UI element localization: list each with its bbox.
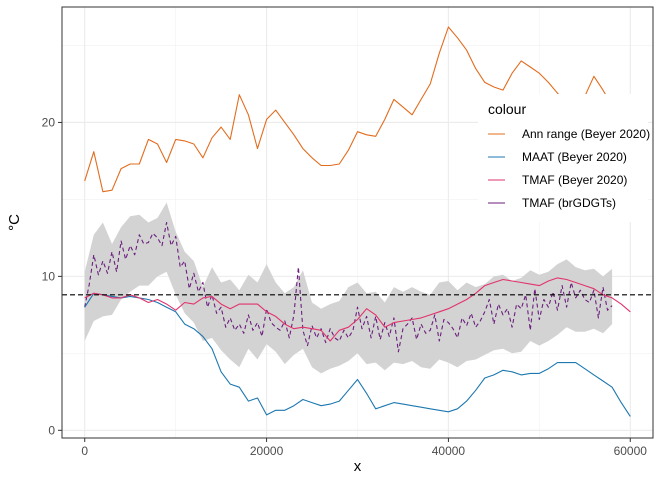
legend-item-label: TMAF (brGDGTs) [522, 196, 616, 210]
x-tick-label: 20000 [250, 444, 284, 458]
series-line-ann-range-beyer-2020 [84, 26, 631, 193]
series-line-tmaf-beyer-2020 [84, 277, 631, 342]
legend-item-label: Ann range (Beyer 2020) [522, 127, 650, 141]
ribbon-layer [84, 202, 613, 374]
grid-major [62, 7, 653, 438]
legend-title: colour [488, 101, 526, 117]
y-tick-label: 0 [48, 423, 55, 437]
legend: colour Ann range (Beyer 2020) MAAT (Beyer… [478, 94, 650, 222]
confidence-ribbon [84, 202, 613, 374]
y-tick-label: 10 [42, 269, 56, 283]
series-line-tmaf-brgdgts [84, 221, 613, 353]
x-tick-label: 60000 [614, 444, 648, 458]
legend-item-label: MAAT (Beyer 2020) [522, 150, 627, 164]
x-tick-label: 40000 [432, 444, 466, 458]
legend-items: Ann range (Beyer 2020) MAAT (Beyer 2020) T… [488, 127, 650, 210]
legend-background [478, 94, 648, 222]
y-axis-ticks: 0 10 20 [42, 115, 62, 437]
series-layer [84, 26, 631, 417]
y-axis-title: °C [6, 214, 23, 231]
plot-panel-border [61, 6, 654, 439]
x-axis-ticks: 0 20000 40000 60000 [81, 438, 647, 458]
y-tick-label: 20 [42, 115, 56, 129]
grid-minor [62, 7, 653, 438]
x-tick-label: 0 [81, 444, 88, 458]
series-line-maat-beyer-2020 [84, 292, 631, 417]
legend-item-label: TMAF (Beyer 2020) [522, 173, 627, 187]
x-axis-title: x [354, 458, 362, 475]
